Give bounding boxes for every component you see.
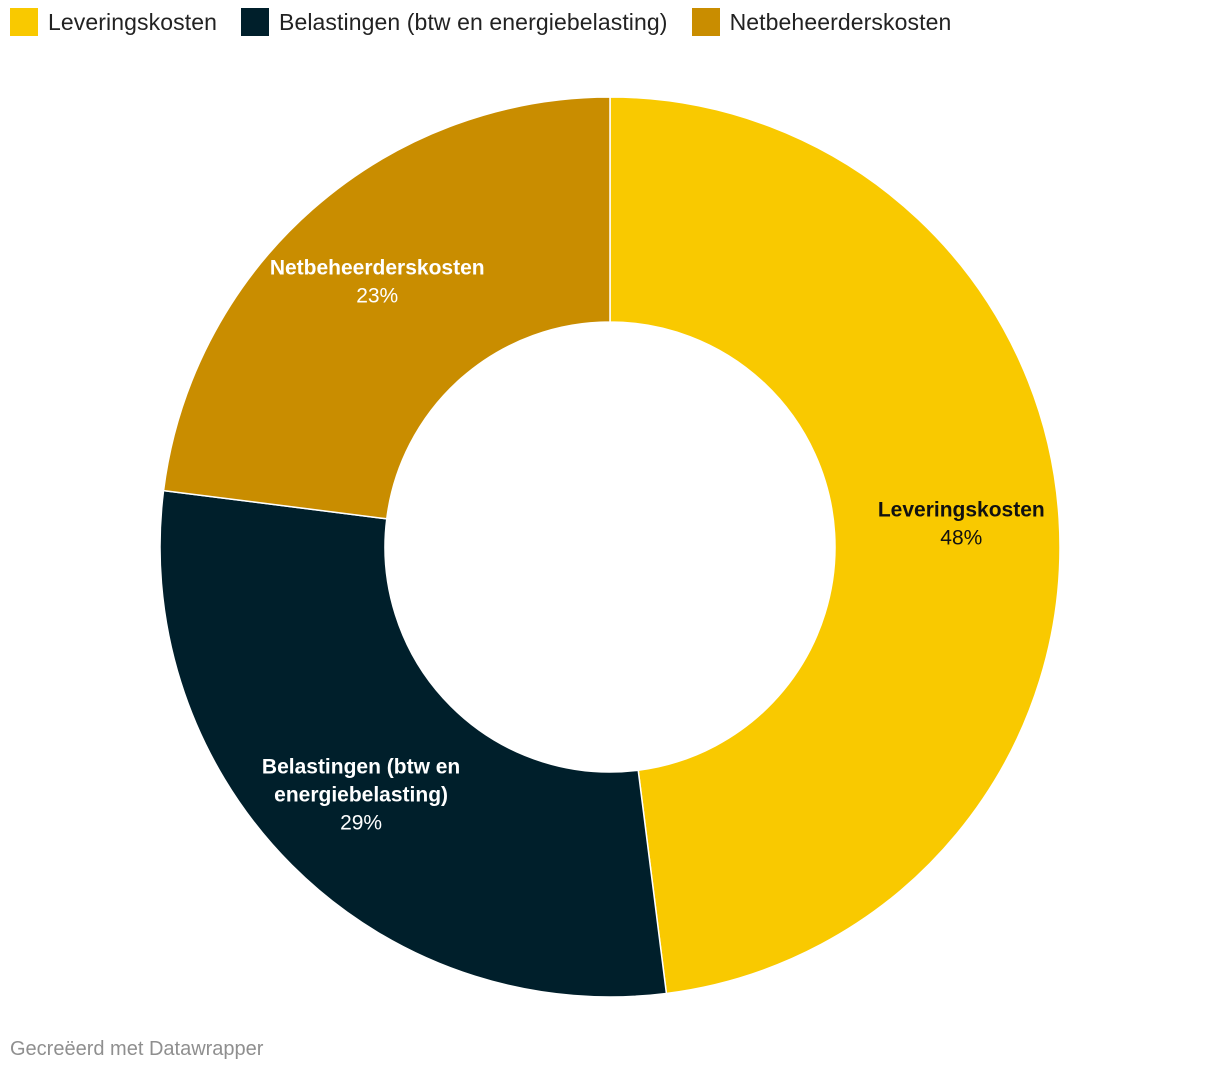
slice-label-leveringskosten: Leveringskosten 48% xyxy=(878,498,1045,549)
slice-belastingen xyxy=(159,489,668,998)
legend: Leveringskosten Belastingen (btw en ener… xyxy=(10,8,975,36)
legend-item-leveringskosten: Leveringskosten xyxy=(10,8,217,36)
slice-name-netbeheerderskosten: Netbeheerderskosten xyxy=(270,257,485,280)
slice-label-belastingen: Belastingen (btw en energiebelasting) 29% xyxy=(262,755,460,834)
legend-swatch-belastingen xyxy=(241,8,269,36)
slice-netbeheerderskosten xyxy=(162,96,611,520)
legend-item-netbeheerderskosten: Netbeheerderskosten xyxy=(691,8,952,36)
slice-leveringskosten xyxy=(609,96,1061,995)
slice-name-leveringskosten: Leveringskosten xyxy=(878,498,1045,521)
slice-name-belastingen: energiebelasting) xyxy=(274,783,448,806)
legend-label-netbeheerderskosten: Netbeheerderskosten xyxy=(729,8,952,35)
legend-swatch-leveringskosten xyxy=(10,8,38,36)
legend-label-leveringskosten: Leveringskosten xyxy=(48,8,217,35)
slice-name-belastingen: Belastingen (btw en xyxy=(262,755,460,778)
legend-item-belastingen: Belastingen (btw en energiebelasting) xyxy=(241,8,668,36)
slice-value-netbeheerderskosten: 23% xyxy=(356,285,398,308)
slice-value-leveringskosten: 48% xyxy=(940,526,982,549)
slice-value-belastingen: 29% xyxy=(340,811,382,834)
footer-credit: Gecreëerd met Datawrapper xyxy=(10,1038,264,1060)
legend-swatch-netbeheerderskosten xyxy=(691,8,720,36)
slice-label-netbeheerderskosten: Netbeheerderskosten 23% xyxy=(270,257,485,308)
legend-label-belastingen: Belastingen (btw en energiebelasting) xyxy=(279,8,668,35)
